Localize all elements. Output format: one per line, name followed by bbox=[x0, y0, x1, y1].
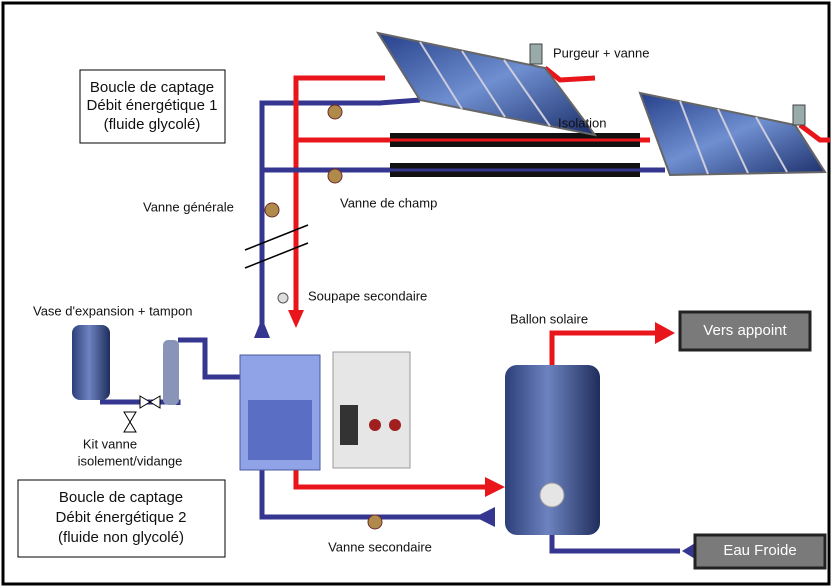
label: Purgeur + vanne bbox=[553, 45, 649, 60]
label: isolement/vidange bbox=[78, 453, 183, 468]
label: Vase d'expansion + tampon bbox=[33, 303, 192, 318]
valves bbox=[264, 104, 383, 530]
output-label: Eau Froide bbox=[723, 542, 796, 559]
label: Vanne générale bbox=[143, 199, 234, 214]
output-box bbox=[678, 310, 812, 352]
loop-box bbox=[17, 479, 226, 558]
solar-panels bbox=[375, 31, 827, 177]
label: Ballon solaire bbox=[510, 311, 588, 326]
label: Vanne de champ bbox=[340, 195, 437, 210]
expansion-vessel bbox=[72, 325, 179, 433]
loop-text: Débit énergétique 2 bbox=[56, 509, 187, 526]
loop-text: Boucle de captage bbox=[59, 489, 183, 506]
label: Isolation bbox=[558, 115, 606, 130]
solar-tank bbox=[505, 365, 600, 535]
label: Kit vanne bbox=[83, 436, 137, 451]
loop-text: Boucle de captage bbox=[90, 79, 214, 96]
loop-text: Débit énergétique 1 bbox=[87, 97, 218, 114]
loop-text: (fluide glycolé) bbox=[104, 116, 201, 133]
output-box bbox=[693, 533, 827, 570]
pipes bbox=[100, 66, 830, 562]
output-label: Vers appoint bbox=[703, 322, 787, 339]
label: Soupape secondaire bbox=[308, 288, 427, 303]
loop-text: (fluide non glycolé) bbox=[58, 529, 184, 546]
label: Vanne secondaire bbox=[328, 539, 432, 554]
loop-box bbox=[79, 69, 226, 144]
